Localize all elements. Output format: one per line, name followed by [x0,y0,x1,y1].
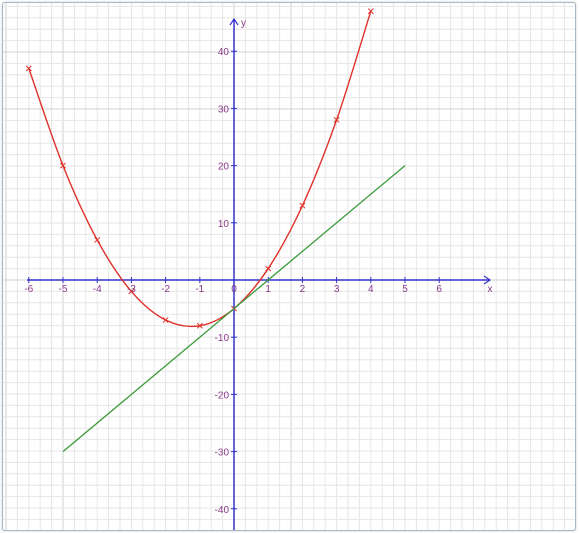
y-tick-label: 30 [218,104,230,115]
x-tick-label: -6 [24,284,33,295]
data-point-marker [25,65,32,72]
data-point-marker [367,8,374,15]
x-tick-label: 5 [402,284,408,295]
data-point-marker [265,265,272,272]
y-tick-label: -40 [215,505,230,516]
y-tick-label: 20 [218,162,230,173]
x-tick-label: -5 [59,284,68,295]
x-tick-label: 3 [334,284,340,295]
y-axis-arrow [229,17,239,26]
data-point-marker [94,237,101,243]
x-axis-arrow [483,275,492,285]
x-tick-label: 2 [300,284,306,295]
axes [27,17,492,530]
y-tick-label: -30 [215,448,230,459]
data-point-marker [196,322,203,329]
straight-line-series [62,165,406,453]
data-point-marker [60,162,66,169]
x-tick-label: -3 [127,284,136,295]
x-tick-label: -1 [195,284,204,295]
plot-area: -6 -5 -4 -3 -2 -1 0 1 2 3 4 5 6-40-30-20-1010203040x… [3,3,575,530]
data-point-marker [162,317,169,323]
data-point-marker [128,288,135,295]
series-layer [25,8,406,453]
x-axis-label: x [488,284,493,295]
grid [3,3,575,530]
x-tick-label: 1 [265,284,271,295]
y-tick-label: 40 [218,47,230,58]
y-tick-label: -10 [215,333,230,344]
x-tick-label: 4 [368,284,374,295]
x-tick-label: -4 [93,284,102,295]
y-axis-label: y [241,18,246,29]
y-tick-label: -20 [215,390,230,401]
x-tick-label: 6 [436,284,442,295]
tick-labels: -6 -5 -4 -3 -2 -1 0 1 2 3 4 5 6-40-30-20-1010203040x… [24,18,492,516]
y-tick-label: 10 [218,219,230,230]
x-tick-label: 0 [231,284,237,295]
x-tick-label: -2 [161,284,170,295]
data-point-marker [333,116,340,123]
data-point-marker [299,202,306,209]
